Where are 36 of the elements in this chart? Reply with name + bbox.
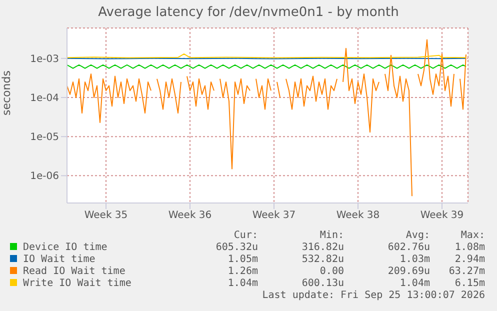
y-axis-title: seconds (0, 70, 13, 116)
text: 532.82u (300, 254, 344, 266)
text: 600.13u (300, 278, 344, 290)
text: 1.05m (226, 254, 258, 266)
legend-label: IO Wait time (22, 254, 96, 266)
text: Max: (460, 230, 485, 242)
x-tick-label: Week 39 (420, 210, 464, 222)
text: 1.26m (226, 266, 258, 278)
text: Last update: Fri Sep 25 13:00:07 2026 (261, 290, 485, 302)
text: Cur: (232, 230, 258, 242)
text: 2.94m (454, 254, 485, 266)
text: Min: (318, 230, 344, 242)
x-tick-label: Week 38 (336, 210, 380, 222)
text: Avg: (404, 230, 430, 242)
text: 605.32u (214, 242, 258, 254)
text: 6.15m (454, 278, 485, 290)
text: 1.03m (398, 254, 430, 266)
text: 1.04m (226, 278, 258, 290)
y-tick-label: 1e-04 (30, 93, 59, 104)
text: 63.27m (448, 266, 485, 278)
y-tick-label: 1e-03 (30, 54, 59, 65)
y-tick-label: 1e-06 (30, 171, 59, 182)
x-tick-label: Week 35 (84, 210, 128, 222)
legend-label: Device IO time (22, 242, 108, 254)
text: 209.69u (386, 266, 430, 278)
y-tick-label: 1e-05 (30, 132, 59, 144)
text: 1.04m (398, 278, 430, 290)
text: 0.00 (318, 266, 344, 278)
legend-label: Write IO Wait time (22, 278, 132, 290)
x-tick-label: Week 36 (168, 210, 212, 222)
text: 1.08m (454, 242, 485, 254)
legend-label: Read IO Wait time (22, 266, 126, 278)
chart-title: Average latency for /dev/nvme0n1 - by month (97, 5, 400, 20)
x-tick-label: Week 37 (252, 210, 296, 222)
text: 316.82u (300, 242, 344, 254)
text: 602.76u (386, 242, 430, 254)
